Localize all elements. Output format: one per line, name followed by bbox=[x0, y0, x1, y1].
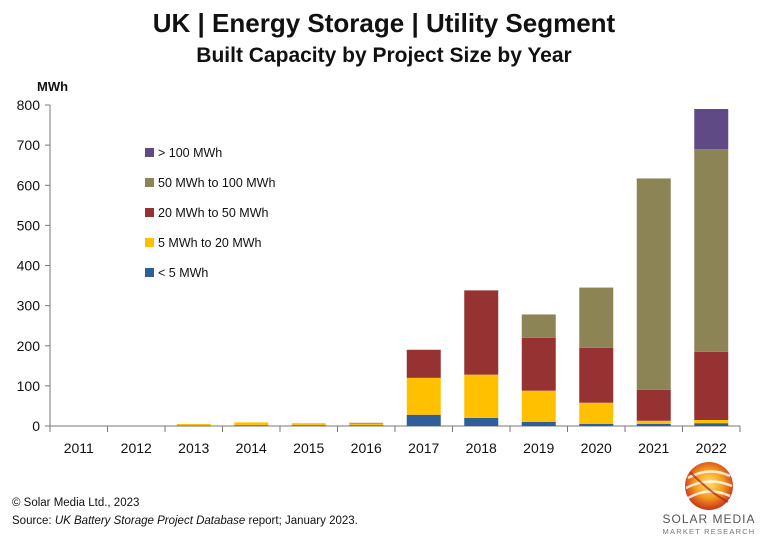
legend-label: 5 MWh to 20 MWh bbox=[158, 236, 262, 250]
bar-segment bbox=[636, 420, 671, 424]
bar-segment bbox=[636, 389, 671, 421]
bar-segment bbox=[349, 422, 384, 424]
x-tick-label: 2013 bbox=[178, 440, 209, 456]
x-tick-label: 2012 bbox=[121, 440, 152, 456]
bar-segment bbox=[694, 351, 729, 420]
bar-segment bbox=[349, 423, 384, 426]
chart-title: UK | Energy Storage | Utility Segment bbox=[152, 8, 616, 38]
bar-segment bbox=[694, 149, 729, 352]
bar-segment bbox=[579, 423, 614, 426]
copyright-note: © Solar Media Ltd., 2023 bbox=[12, 497, 140, 509]
bar-segment bbox=[291, 425, 326, 426]
x-tick-label: 2011 bbox=[64, 440, 94, 456]
logo-tagline: MARKET RESEARCH bbox=[662, 527, 756, 536]
bar-segment bbox=[406, 377, 441, 415]
x-tick-label: 2018 bbox=[466, 440, 497, 456]
x-tick-label: 2014 bbox=[236, 440, 267, 456]
legend-swatch bbox=[145, 268, 154, 277]
bar-segment bbox=[579, 347, 614, 403]
logo-name: SOLAR MEDIA bbox=[662, 512, 756, 526]
y-tick-label: 500 bbox=[17, 217, 41, 233]
bar-segment bbox=[291, 423, 326, 426]
legend-label: > 100 MWh bbox=[158, 146, 222, 160]
source-suffix: report; January 2023. bbox=[245, 515, 358, 527]
y-tick-label: 200 bbox=[17, 338, 41, 354]
sun-logo-icon bbox=[685, 462, 733, 510]
bar-segment bbox=[694, 423, 729, 426]
legend-swatch bbox=[145, 148, 154, 157]
bar-segment bbox=[406, 414, 441, 426]
y-tick-label: 100 bbox=[17, 378, 41, 394]
bar-segment bbox=[464, 417, 499, 426]
bar-segment bbox=[521, 337, 556, 391]
bar-segment bbox=[234, 422, 269, 426]
legend-label: < 5 MWh bbox=[158, 266, 208, 280]
bar-segment bbox=[579, 402, 614, 424]
legend-swatch bbox=[145, 238, 154, 247]
source-prefix: Source: bbox=[12, 515, 55, 527]
x-tick-label: 2020 bbox=[581, 440, 612, 456]
y-tick-label: 300 bbox=[17, 298, 41, 314]
legend-label: 50 MWh to 100 MWh bbox=[158, 176, 275, 190]
y-axis-label: MWh bbox=[37, 79, 68, 94]
legend-swatch bbox=[145, 178, 154, 187]
bar-segment bbox=[579, 287, 614, 348]
y-tick-label: 0 bbox=[32, 418, 40, 434]
y-tick-label: 400 bbox=[17, 258, 41, 274]
bar-segment bbox=[406, 349, 441, 378]
bar-segment bbox=[636, 178, 671, 390]
stacked-bar-chart: MWh 0 100 200 300 400 500 600 700 800 2011 2012 2013… bbox=[17, 79, 741, 456]
bar-segment bbox=[521, 421, 556, 426]
x-tick-label: 2019 bbox=[523, 440, 554, 456]
chart-subtitle: Built Capacity by Project Size by Year bbox=[196, 44, 572, 67]
source-report-name: UK Battery Storage Project Database bbox=[54, 515, 246, 527]
bar-segment bbox=[464, 290, 499, 375]
solar-media-logo: SOLAR MEDIA MARKET RESEARCH bbox=[650, 458, 768, 541]
x-tick-label: 2021 bbox=[638, 440, 669, 456]
bar-segment bbox=[349, 425, 384, 426]
y-tick-label: 800 bbox=[17, 97, 41, 113]
bar-segment bbox=[694, 419, 729, 424]
y-tick-label: 600 bbox=[17, 177, 41, 193]
y-tick-label: 700 bbox=[17, 137, 41, 153]
bar-segment bbox=[176, 423, 211, 426]
x-tick-label: 2017 bbox=[408, 440, 439, 456]
x-tick-label: 2016 bbox=[351, 440, 382, 456]
bar-segment bbox=[521, 314, 556, 338]
x-tick-label: 2015 bbox=[293, 440, 324, 456]
bar-segment bbox=[694, 109, 729, 150]
legend-swatch bbox=[145, 208, 154, 217]
bar-segment bbox=[464, 374, 499, 418]
x-tick-label: 2022 bbox=[696, 440, 727, 456]
legend-label: 20 MWh to 50 MWh bbox=[158, 206, 268, 220]
source-note: Source: UK Battery Storage Project Datab… bbox=[12, 515, 358, 527]
bar-segment bbox=[234, 425, 269, 426]
bar-segment bbox=[636, 423, 671, 426]
bar-segment bbox=[521, 390, 556, 422]
